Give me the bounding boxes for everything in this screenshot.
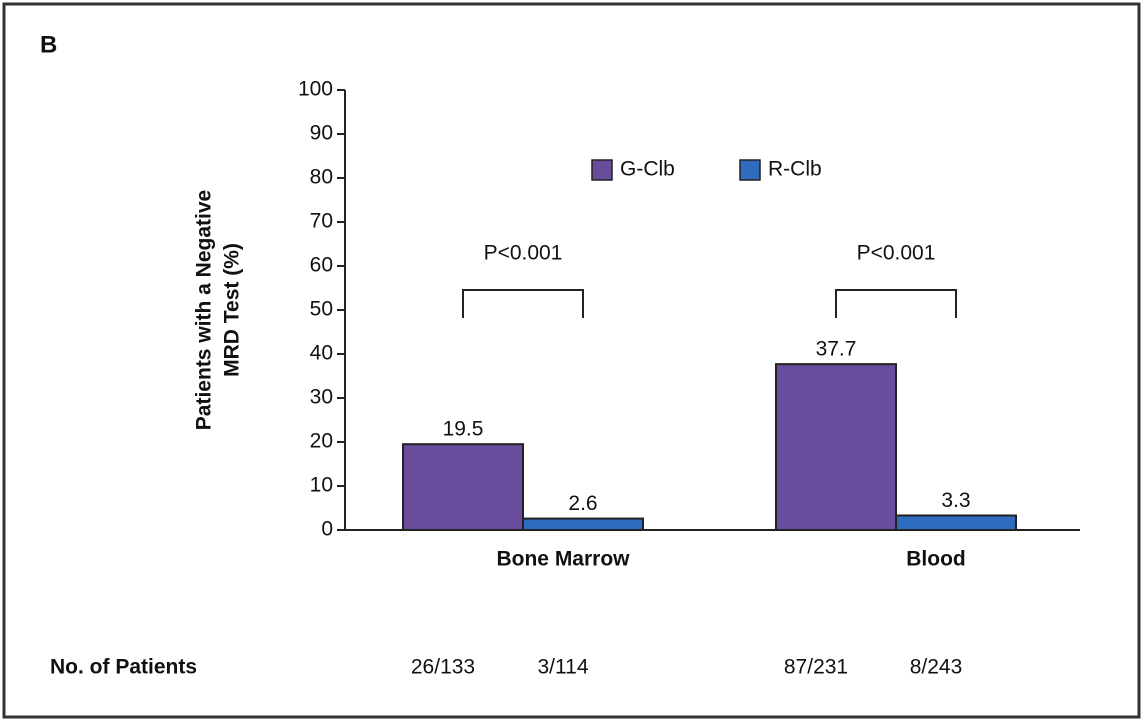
panel-label: B <box>40 31 57 58</box>
y-tick-label: 80 <box>310 166 333 189</box>
patient-count: 26/133 <box>411 656 475 679</box>
y-tick-label: 10 <box>310 474 333 497</box>
bar <box>895 514 1017 531</box>
significance-bracket <box>462 289 584 318</box>
y-tick-label: 50 <box>310 298 333 321</box>
patient-count: 8/243 <box>910 656 963 679</box>
legend-label: G-Clb <box>620 158 675 181</box>
bar <box>522 517 644 531</box>
x-tick-label: Bone Marrow <box>496 548 630 571</box>
data-label: 2.6 <box>568 492 597 515</box>
y-tick-label: 40 <box>310 342 333 365</box>
bar <box>775 363 897 531</box>
p-value: P<0.001 <box>857 242 936 265</box>
y-tick-label: 20 <box>310 430 333 453</box>
patient-count: 87/231 <box>784 656 848 679</box>
y-tick-label: 0 <box>321 518 333 541</box>
y-tick-label: 30 <box>310 386 333 409</box>
data-label: 37.7 <box>816 338 857 361</box>
legend-swatch <box>591 159 613 181</box>
counts-label: No. of Patients <box>50 656 197 679</box>
data-label: 19.5 <box>443 418 484 441</box>
patient-count: 3/114 <box>538 656 589 679</box>
p-value: P<0.001 <box>484 242 563 265</box>
significance-bracket <box>835 289 957 318</box>
x-tick-label: Blood <box>906 548 965 571</box>
y-label-line: MRD Test (%) <box>221 243 244 377</box>
data-label: 3.3 <box>941 489 970 512</box>
legend-label: R-Clb <box>768 158 822 181</box>
y-tick-label: 70 <box>310 210 333 233</box>
y-label-line: Patients with a Negative <box>193 190 216 430</box>
bar <box>402 443 524 532</box>
y-tick-label: 100 <box>298 78 333 101</box>
y-tick-label: 60 <box>310 254 333 277</box>
legend-swatch <box>739 159 761 181</box>
y-tick-label: 90 <box>310 122 333 145</box>
y-axis-label: Patients with a Negative MRD Test (%) <box>193 190 244 430</box>
